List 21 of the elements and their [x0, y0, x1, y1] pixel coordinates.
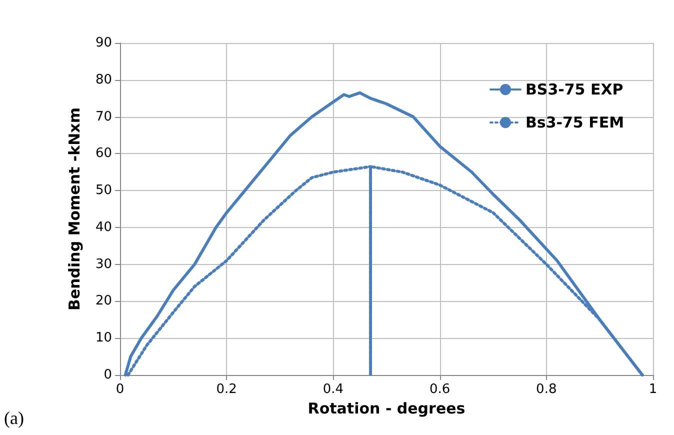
x-tick-label: 1 [648, 382, 658, 397]
y-tick-label: 50 [95, 183, 112, 198]
x-axis-title: Rotation - degrees [308, 399, 466, 418]
y-axis-title: Bending Moment -kNxm [66, 108, 84, 310]
y-tick-label: 0 [104, 368, 112, 382]
x-tick-label: 0.8 [536, 382, 557, 397]
y-tick-label: 40 [95, 220, 112, 235]
legend-label: Bs3-75 FEM [525, 114, 624, 132]
x-tick-label: 0 [116, 382, 124, 397]
legend-label: BS3-75 EXP [525, 80, 624, 98]
y-tick-label: 70 [95, 109, 112, 124]
x-tick-label: 0.6 [429, 382, 450, 397]
x-tick-label: 0.4 [322, 382, 344, 397]
x-tick-label: 0.2 [216, 382, 237, 397]
y-tick-label: 30 [95, 256, 112, 272]
y-tick-label: 90 [95, 36, 112, 50]
y-tick-label: 60 [95, 146, 112, 162]
y-tick-label: 20 [95, 294, 112, 309]
y-tick-label: 80 [95, 72, 112, 88]
y-tick-label: 10 [95, 330, 112, 346]
text: (a) [4, 408, 24, 429]
